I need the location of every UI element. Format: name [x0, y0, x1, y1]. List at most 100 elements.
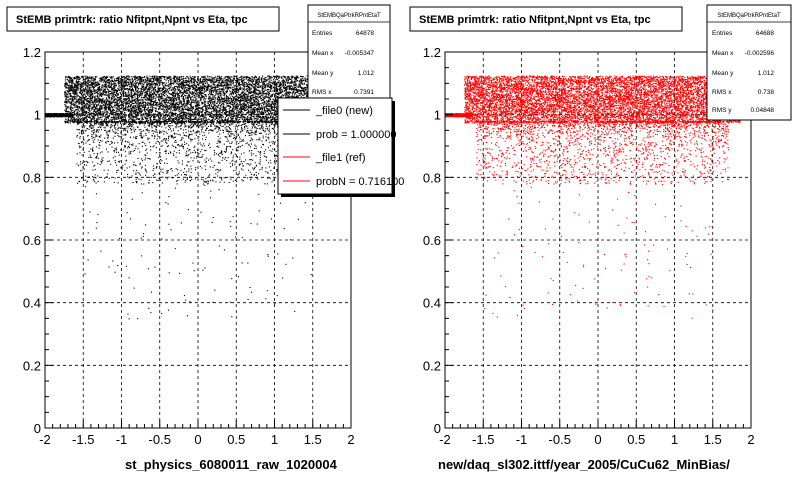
left-scatter-point — [121, 86, 123, 88]
left-scatter-point — [263, 81, 265, 83]
left-scatter-point — [213, 84, 215, 86]
left-scatter-point — [138, 106, 140, 108]
left-scatter-point — [290, 95, 292, 97]
left-scatter-point — [183, 76, 185, 78]
left-scatter-point — [226, 76, 228, 78]
left-scatter-point — [264, 97, 266, 99]
left-scatter-point — [159, 80, 161, 82]
left-scatter-point — [138, 94, 140, 96]
left-scatter-point — [175, 95, 177, 97]
left-scatter-point — [172, 77, 174, 79]
left-scatter-point — [219, 92, 221, 94]
left-scatter-point — [110, 110, 112, 112]
left-scatter-point — [109, 103, 111, 105]
left-scatter-point — [232, 104, 234, 106]
left-scatter-point — [285, 88, 287, 90]
left-scatter-point — [203, 105, 205, 107]
left-scatter-point — [146, 75, 148, 77]
left-scatter-point — [81, 109, 83, 111]
left-scatter-point — [286, 85, 288, 87]
left-scatter-point — [246, 112, 248, 114]
left-scatter-point — [153, 97, 155, 99]
left-scatter-point — [175, 116, 177, 118]
left-scatter-point — [86, 98, 88, 100]
left-scatter-point — [91, 76, 93, 78]
left-scatter-point — [273, 102, 275, 104]
left-scatter-point — [188, 92, 190, 94]
left-scatter-point — [235, 102, 237, 104]
left-scatter-point — [293, 76, 295, 78]
left-scatter-point — [165, 89, 167, 91]
left-scatter-point — [227, 79, 229, 81]
left-scatter-point — [200, 118, 202, 120]
left-scatter-point — [120, 89, 122, 91]
left-scatter-point — [251, 110, 253, 112]
left-scatter-point — [295, 86, 297, 88]
left-scatter-point — [85, 111, 87, 113]
left-scatter-point — [216, 84, 218, 86]
left-scatter-point — [275, 99, 277, 101]
left-scatter-point — [164, 79, 166, 81]
left-scatter-point — [262, 83, 264, 85]
left-scatter-point — [276, 79, 278, 81]
left-scatter-point — [152, 113, 154, 115]
left-scatter-point — [125, 85, 127, 87]
left-scatter-point — [252, 91, 254, 93]
left-scatter-point — [117, 78, 119, 80]
left-scatter-point — [172, 87, 174, 89]
left-scatter-point — [276, 82, 278, 84]
left-scatter-point — [237, 117, 239, 119]
left-scatter-point — [170, 86, 172, 88]
left-scatter-point — [153, 91, 155, 93]
left-scatter-point — [184, 121, 186, 123]
left-scatter-point — [174, 105, 176, 107]
left-scatter-point — [144, 86, 146, 88]
left-scatter-point — [204, 103, 206, 105]
left-scatter-point — [83, 114, 85, 116]
left-scatter-point — [234, 100, 236, 102]
left-scatter-point — [262, 120, 264, 122]
left-scatter-point — [138, 99, 140, 101]
left-scatter-point — [137, 79, 139, 81]
left-scatter-point — [253, 106, 255, 108]
left-scatter-point — [148, 102, 150, 104]
left-scatter-point — [84, 97, 86, 99]
left-scatter-point — [181, 101, 183, 103]
left-scatter-point — [92, 95, 94, 97]
left-scatter-point — [231, 95, 233, 97]
left-scatter-point — [110, 98, 112, 100]
left-scatter-point — [68, 88, 70, 90]
left-scatter-point — [196, 120, 198, 122]
left-scatter-point — [96, 104, 98, 106]
left-scatter-point — [125, 95, 127, 97]
left-scatter-point — [91, 97, 93, 99]
left-scatter-point — [140, 83, 142, 85]
left-scatter-point — [108, 105, 110, 107]
left-scatter-point — [161, 94, 163, 96]
left-scatter-point — [244, 76, 246, 78]
left-scatter-point — [259, 115, 261, 117]
left-scatter-point — [204, 75, 206, 77]
left-scatter-point — [214, 101, 216, 103]
left-scatter-point — [72, 103, 74, 105]
left-scatter-point — [259, 120, 261, 122]
left-scatter-point — [178, 117, 180, 119]
left-scatter-point — [100, 76, 102, 78]
left-scatter-point — [127, 84, 129, 86]
left-scatter-point — [104, 119, 106, 121]
left-scatter-point — [282, 85, 284, 87]
left-scatter-point — [108, 116, 110, 118]
left-scatter-point — [258, 105, 260, 107]
left-scatter-point — [187, 97, 189, 99]
left-scatter-point — [223, 82, 225, 84]
left-scatter-point — [162, 86, 164, 88]
left-scatter-point — [174, 104, 176, 106]
left-scatter-point — [256, 93, 258, 95]
left-scatter-point — [84, 79, 86, 81]
left-scatter-point — [72, 79, 74, 81]
left-scatter-point — [190, 118, 192, 120]
left-scatter-point — [188, 108, 190, 110]
left-scatter-point — [84, 89, 86, 91]
left-scatter-point — [116, 112, 118, 114]
